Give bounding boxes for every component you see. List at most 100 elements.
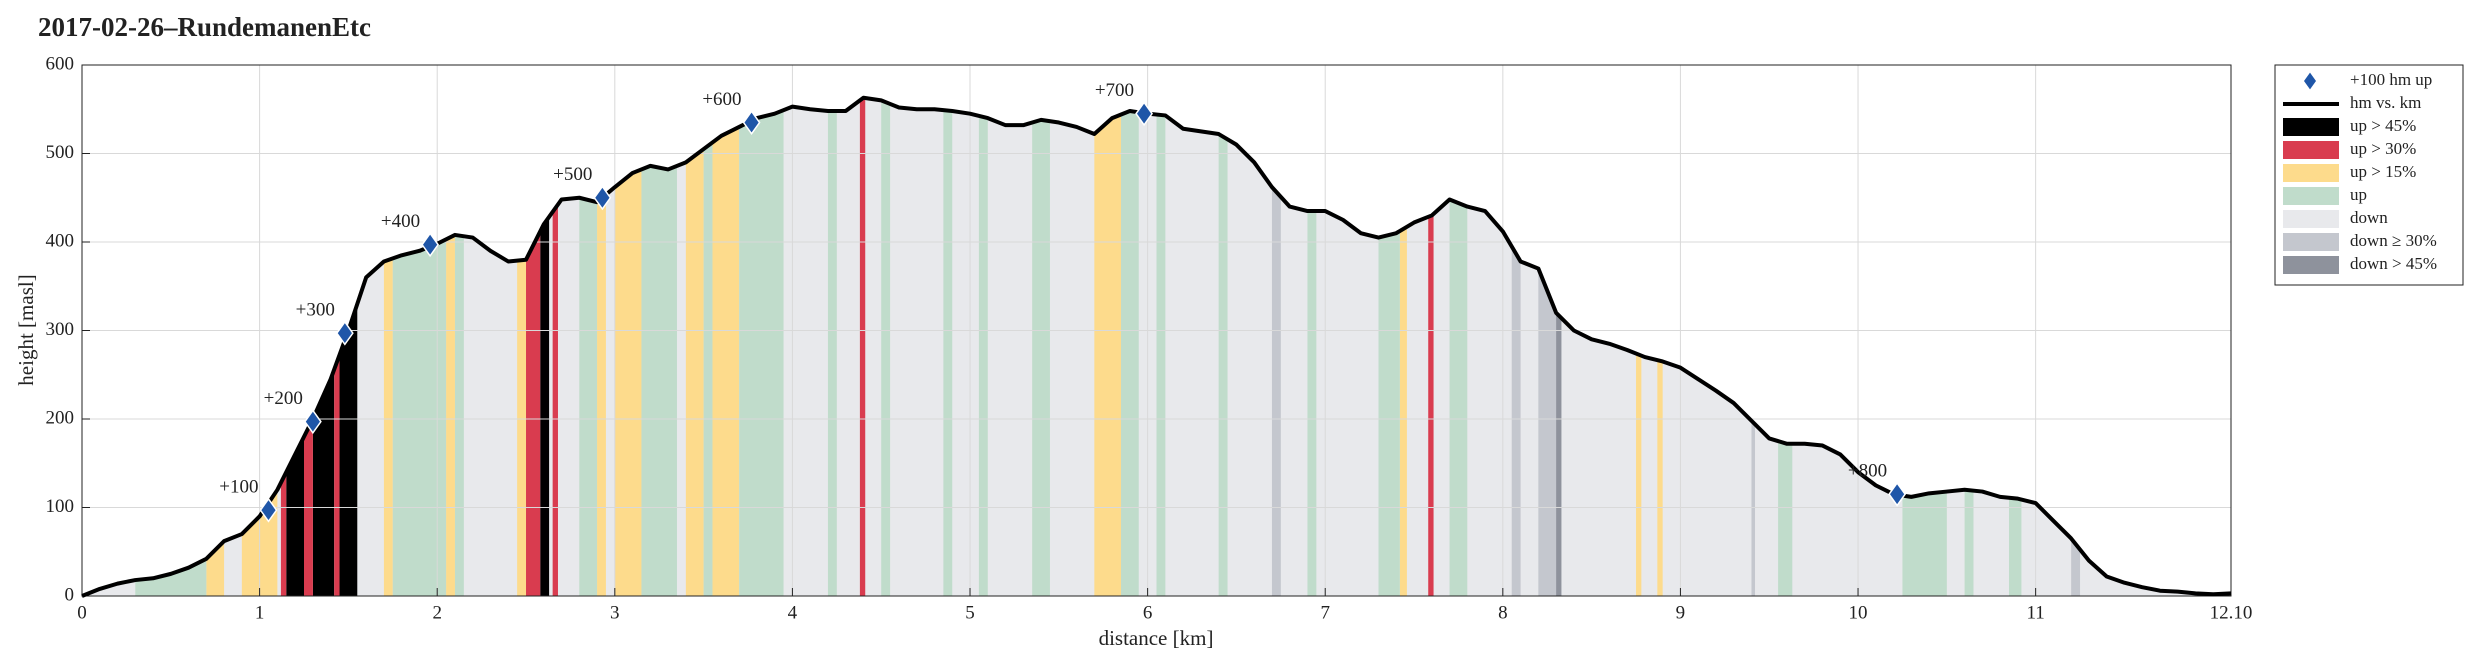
x-tick-label: 12.10 [2210, 602, 2253, 623]
slope-band [1218, 134, 1228, 596]
y-tick-label: 100 [46, 496, 75, 517]
slope-band [597, 194, 606, 596]
x-tick-label: 0 [77, 602, 87, 623]
x-tick-label: 9 [1676, 602, 1686, 623]
legend-label: hm vs. km [2350, 93, 2421, 112]
legend-swatch [2283, 256, 2339, 274]
x-tick-label: 6 [1143, 602, 1153, 623]
slope-band [712, 126, 740, 596]
slope-band [978, 115, 988, 596]
slope-band [1032, 119, 1050, 597]
slope-band [703, 142, 713, 596]
marker [1888, 481, 1907, 507]
slope-band [1271, 187, 1281, 596]
y-tick-label: 500 [46, 142, 75, 163]
legend-label: up [2350, 185, 2367, 204]
x-tick-label: 1 [255, 602, 265, 623]
slope-band [1307, 211, 1317, 596]
slope-band [1778, 441, 1793, 596]
legend-label: up > 45% [2350, 116, 2416, 135]
x-tick-label: 7 [1320, 602, 1330, 623]
legend-swatch [2283, 187, 2339, 205]
marker-label: +500 [553, 164, 592, 185]
legend-swatch [2283, 141, 2339, 159]
legend-swatch [2283, 210, 2339, 228]
y-tick-label: 400 [46, 230, 75, 251]
slope-band [392, 239, 447, 596]
marker [1135, 101, 1153, 127]
slope-band [1556, 312, 1562, 596]
slope-band [943, 110, 953, 596]
legend-label: down > 45% [2350, 254, 2437, 273]
slope-band [579, 197, 598, 596]
slope-band [1156, 114, 1166, 596]
marker-label: +700 [1095, 80, 1134, 101]
x-tick-label: 5 [965, 602, 975, 623]
slope-band [552, 204, 558, 596]
marker [303, 409, 322, 435]
marker [593, 185, 612, 211]
legend-swatch [2283, 164, 2339, 182]
legend-label: up > 30% [2350, 139, 2416, 158]
legend-label: up > 15% [2350, 162, 2416, 181]
slope-band [383, 258, 393, 596]
y-tick-label: 600 [46, 53, 75, 74]
slope-band [859, 97, 866, 597]
x-tick-label: 8 [1498, 602, 1508, 623]
slope-band [526, 231, 541, 596]
slope-band [446, 234, 455, 597]
slope-band [1449, 199, 1468, 596]
bands [82, 97, 2231, 597]
slope-band [1538, 268, 1557, 596]
slope-band [827, 111, 837, 597]
slope-band [614, 169, 642, 596]
slope-band [280, 472, 287, 596]
x-tick-label: 4 [788, 602, 798, 623]
slope-band [685, 149, 704, 596]
marker-label: +300 [296, 300, 335, 321]
x-axis-label: distance [km] [1099, 626, 1214, 650]
slope-band [2071, 538, 2081, 596]
slope-band [739, 110, 784, 596]
x-tick-label: 2 [432, 602, 442, 623]
x-tick-label: 11 [2026, 602, 2044, 623]
slope-band [1751, 420, 1756, 596]
slope-band [1964, 489, 1974, 596]
legend-label: +100 hm up [2350, 70, 2432, 89]
marker-label: +400 [381, 211, 420, 232]
x-tick-label: 10 [1849, 602, 1868, 623]
legend-marker [2304, 72, 2316, 90]
slope-band [454, 234, 464, 597]
marker-label: +800 [1848, 461, 1887, 482]
slope-band [286, 436, 305, 596]
slope-band [1094, 114, 1121, 596]
slope-band [1428, 213, 1434, 596]
y-tick-label: 300 [46, 319, 75, 340]
slope-band [1902, 491, 1947, 596]
slope-band [312, 369, 335, 596]
slope-band [517, 259, 527, 596]
marker [259, 497, 278, 523]
slope-band [1511, 246, 1521, 597]
slope-band [1636, 353, 1642, 596]
slope-band [641, 165, 677, 596]
legend-swatch [2283, 118, 2339, 136]
marker [335, 320, 354, 346]
slope-band [540, 216, 550, 596]
x-tick-label: 3 [610, 602, 620, 623]
y-tick-label: 200 [46, 407, 75, 428]
slope-band [339, 303, 358, 596]
marker-label: +200 [264, 388, 303, 409]
slope-band [1657, 360, 1663, 596]
marker [421, 232, 440, 258]
y-tick-label: 0 [65, 584, 75, 605]
slope-band [1399, 226, 1407, 596]
slope-band [1120, 111, 1139, 597]
legend-swatch [2283, 233, 2339, 251]
slope-band [1378, 231, 1400, 596]
y-axis-label: height [masl] [14, 274, 38, 385]
marker-label: +100 [219, 477, 258, 498]
chart-title: 2017-02-26–RundemanenEtc [38, 12, 371, 42]
slope-band [2008, 497, 2022, 596]
legend-label: down [2350, 208, 2388, 227]
